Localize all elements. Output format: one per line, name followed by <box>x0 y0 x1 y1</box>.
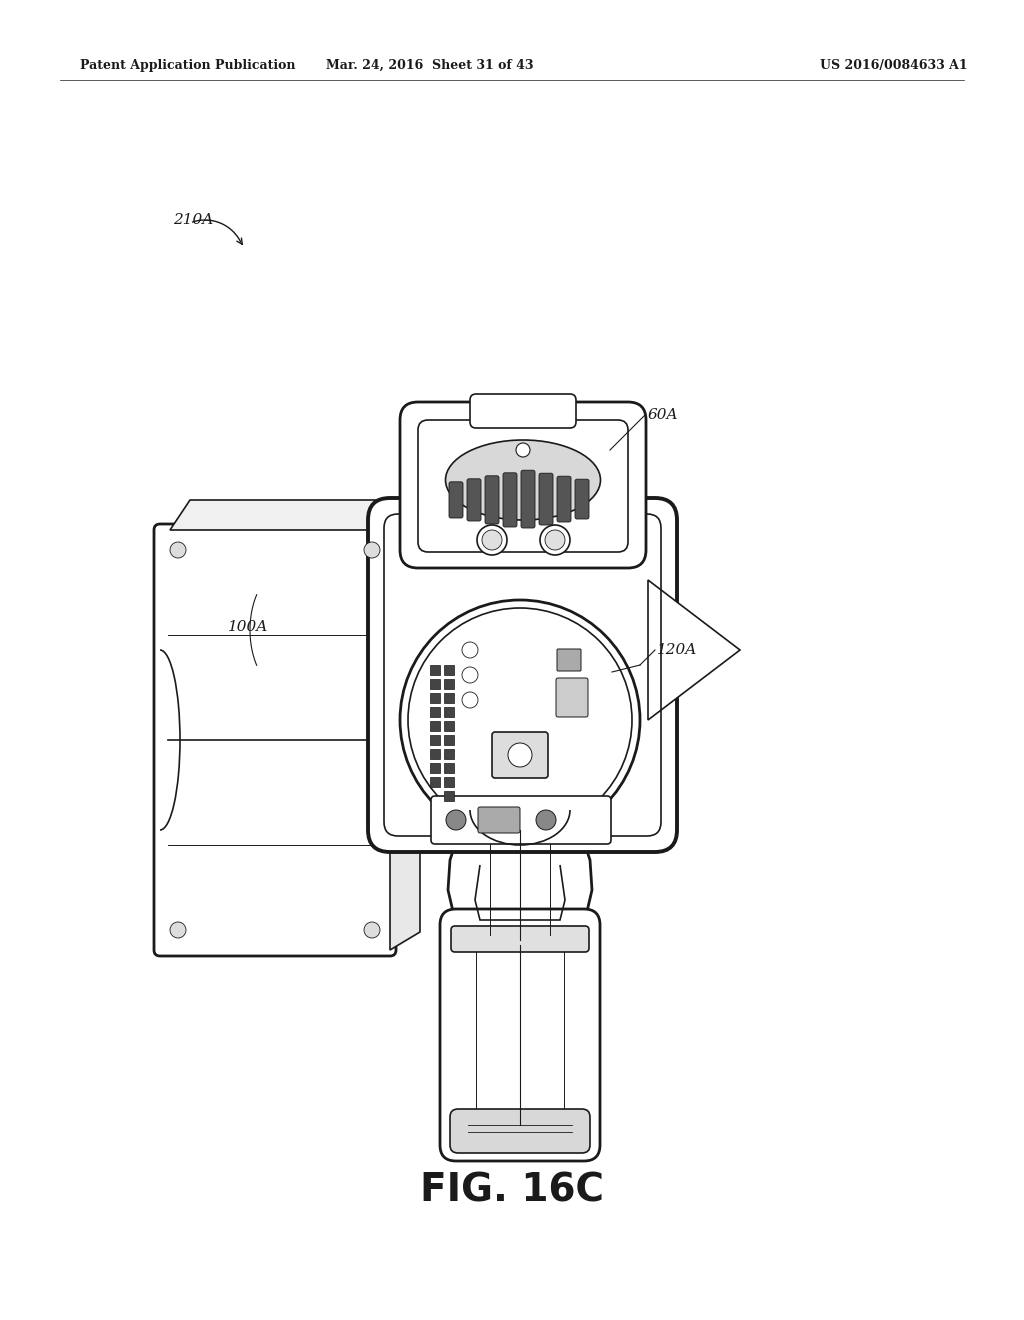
Circle shape <box>462 667 478 682</box>
Circle shape <box>364 543 380 558</box>
Text: Patent Application Publication: Patent Application Publication <box>80 58 296 71</box>
Circle shape <box>170 921 186 939</box>
Circle shape <box>400 601 640 840</box>
FancyBboxPatch shape <box>485 475 499 524</box>
Text: 120A: 120A <box>657 643 697 657</box>
FancyBboxPatch shape <box>400 403 646 568</box>
Bar <box>444 678 454 689</box>
FancyBboxPatch shape <box>503 473 517 527</box>
FancyBboxPatch shape <box>556 678 588 717</box>
FancyBboxPatch shape <box>539 473 553 525</box>
Text: 100A: 100A <box>228 620 268 634</box>
Circle shape <box>516 444 530 457</box>
FancyBboxPatch shape <box>450 1109 590 1152</box>
Bar <box>430 748 440 759</box>
Bar <box>430 763 440 774</box>
Polygon shape <box>170 500 420 531</box>
Circle shape <box>364 921 380 939</box>
Bar <box>430 665 440 675</box>
Circle shape <box>446 810 466 830</box>
Polygon shape <box>390 500 420 950</box>
Circle shape <box>540 525 570 554</box>
Circle shape <box>477 525 507 554</box>
Polygon shape <box>449 830 592 940</box>
Bar <box>444 735 454 744</box>
Circle shape <box>170 543 186 558</box>
FancyBboxPatch shape <box>154 524 396 956</box>
FancyBboxPatch shape <box>470 393 575 428</box>
FancyBboxPatch shape <box>440 909 600 1162</box>
FancyBboxPatch shape <box>451 927 589 952</box>
Bar <box>444 777 454 787</box>
FancyBboxPatch shape <box>557 477 571 521</box>
FancyBboxPatch shape <box>449 482 463 517</box>
Bar <box>444 763 454 774</box>
Circle shape <box>482 531 502 550</box>
Circle shape <box>536 810 556 830</box>
Text: 60A: 60A <box>648 408 679 422</box>
Bar <box>430 721 440 731</box>
FancyBboxPatch shape <box>478 807 520 833</box>
Bar <box>444 693 454 704</box>
Circle shape <box>545 531 565 550</box>
Bar <box>430 735 440 744</box>
FancyBboxPatch shape <box>492 733 548 777</box>
Ellipse shape <box>445 440 600 520</box>
Bar <box>444 665 454 675</box>
FancyBboxPatch shape <box>557 649 581 671</box>
Circle shape <box>462 642 478 657</box>
Circle shape <box>508 743 532 767</box>
Text: Mar. 24, 2016  Sheet 31 of 43: Mar. 24, 2016 Sheet 31 of 43 <box>327 58 534 71</box>
FancyBboxPatch shape <box>431 796 611 843</box>
FancyBboxPatch shape <box>521 470 535 528</box>
Text: FIG. 16C: FIG. 16C <box>420 1171 604 1209</box>
Bar <box>444 791 454 801</box>
Bar <box>444 748 454 759</box>
Bar <box>430 678 440 689</box>
Polygon shape <box>648 579 740 719</box>
Bar <box>430 777 440 787</box>
Circle shape <box>462 692 478 708</box>
FancyBboxPatch shape <box>575 479 589 519</box>
FancyBboxPatch shape <box>467 479 481 521</box>
FancyBboxPatch shape <box>368 498 677 851</box>
Text: US 2016/0084633 A1: US 2016/0084633 A1 <box>820 58 968 71</box>
Text: 210A: 210A <box>173 213 213 227</box>
Bar <box>430 708 440 717</box>
Bar <box>430 693 440 704</box>
Bar <box>444 708 454 717</box>
Bar <box>444 721 454 731</box>
